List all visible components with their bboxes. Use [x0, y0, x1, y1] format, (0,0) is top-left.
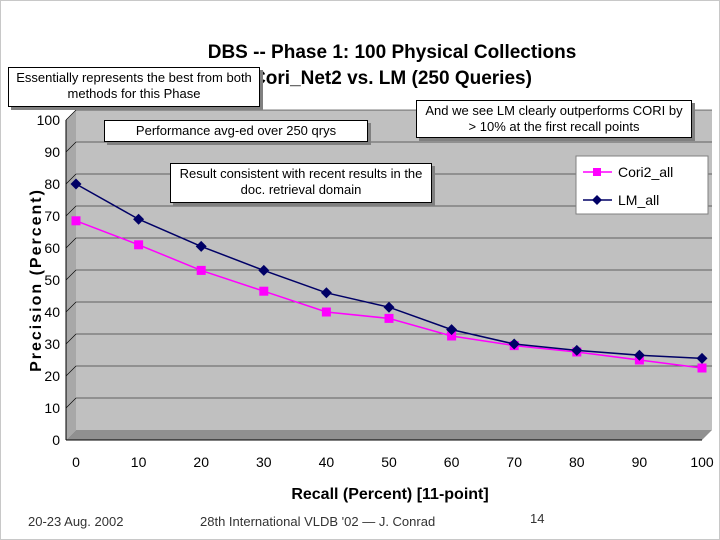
- legend-cori-marker: [593, 168, 601, 176]
- data-point-LM_all: [320, 287, 332, 299]
- grid-line-y-wall: [65, 397, 77, 409]
- x-axis-label: Recall (Percent) [11-point]: [291, 486, 488, 503]
- grid-line-y-wall: [65, 333, 77, 345]
- x-axis-ticks: 0 10 20 30 40 50 60 70 80 90 100: [72, 454, 714, 470]
- y-tick-label: 70: [44, 208, 60, 224]
- y-tick-label: 30: [44, 336, 60, 352]
- data-point-LM_all: [696, 352, 708, 364]
- x-tick-label: 0: [72, 454, 80, 470]
- footer-page-number: 14: [530, 511, 545, 526]
- data-point-LM_all: [133, 213, 145, 225]
- data-point-LM_all: [195, 240, 207, 252]
- x-tick-label: 90: [632, 454, 648, 470]
- data-point-Cori2_all: [71, 216, 81, 226]
- grid-line-y-wall: [65, 109, 77, 121]
- y-axis-label: Precision (Percent): [28, 188, 45, 372]
- footer-conference: 28th International VLDB '02 — J. Conrad: [200, 514, 436, 529]
- callout-avg-250-queries: Performance avg-ed over 250 qrys: [104, 120, 368, 142]
- y-tick-label: 20: [44, 368, 60, 384]
- data-point-LM_all: [446, 324, 458, 336]
- data-point-Cori2_all: [697, 363, 707, 373]
- x-tick-label: 20: [193, 454, 209, 470]
- data-point-Cori2_all: [384, 313, 394, 323]
- callout-best-of-both: Essentially represents the best from bot…: [8, 67, 260, 107]
- grid-line-y-wall: [65, 141, 77, 153]
- y-tick-label: 100: [37, 112, 61, 128]
- legend-cori-label: Cori2_all: [618, 164, 673, 180]
- x-tick-label: 70: [506, 454, 522, 470]
- data-point-LM_all: [70, 178, 82, 190]
- plot-floor: [66, 430, 712, 440]
- y-tick-label: 90: [44, 144, 60, 160]
- x-tick-label: 40: [319, 454, 335, 470]
- chart-title-line1: DBS -- Phase 1: 100 Physical Collections: [208, 42, 577, 63]
- data-point-LM_all: [508, 338, 520, 350]
- y-tick-label: 50: [44, 272, 60, 288]
- y-tick-label: 10: [44, 400, 60, 416]
- grid-line-y-wall: [65, 237, 77, 249]
- legend-lm-label: LM_all: [618, 192, 659, 208]
- y-tick-label: 80: [44, 176, 60, 192]
- x-tick-label: 10: [131, 454, 147, 470]
- x-tick-label: 50: [381, 454, 397, 470]
- grid-line-y-wall: [65, 365, 77, 377]
- y-tick-label: 60: [44, 240, 60, 256]
- data-point-Cori2_all: [447, 331, 457, 341]
- data-point-Cori2_all: [134, 240, 144, 250]
- legend-lm-marker: [592, 195, 602, 205]
- data-point-Cori2_all: [321, 307, 331, 317]
- data-point-LM_all: [258, 264, 270, 276]
- x-tick-label: 60: [444, 454, 460, 470]
- data-series: [70, 178, 708, 373]
- callout-lm-outperforms: And we see LM clearly outperforms CORI b…: [416, 100, 692, 138]
- grid-line-y-wall: [65, 173, 77, 185]
- grid-line-y-wall: [65, 205, 77, 217]
- chart-title-line2: Cori_Net2 vs. LM (250 Queries): [252, 68, 532, 89]
- y-tick-label: 40: [44, 304, 60, 320]
- footer-date: 20-23 Aug. 2002: [28, 514, 124, 529]
- callout-consistent-results: Result consistent with recent results in…: [170, 163, 432, 203]
- grid-line-y-wall: [65, 269, 77, 281]
- x-tick-label: 80: [569, 454, 585, 470]
- grid-line-y-wall: [65, 301, 77, 313]
- y-axis-ticks: 0 10 20 30 40 50 60 70 80 90 100: [37, 112, 61, 448]
- y-tick-label: 0: [52, 432, 60, 448]
- data-point-Cori2_all: [196, 265, 206, 275]
- data-point-Cori2_all: [259, 286, 269, 296]
- x-tick-label: 100: [690, 454, 714, 470]
- data-point-LM_all: [571, 344, 583, 356]
- data-point-LM_all: [633, 349, 645, 361]
- data-point-LM_all: [383, 301, 395, 313]
- x-tick-label: 30: [256, 454, 272, 470]
- legend-box: [575, 155, 709, 215]
